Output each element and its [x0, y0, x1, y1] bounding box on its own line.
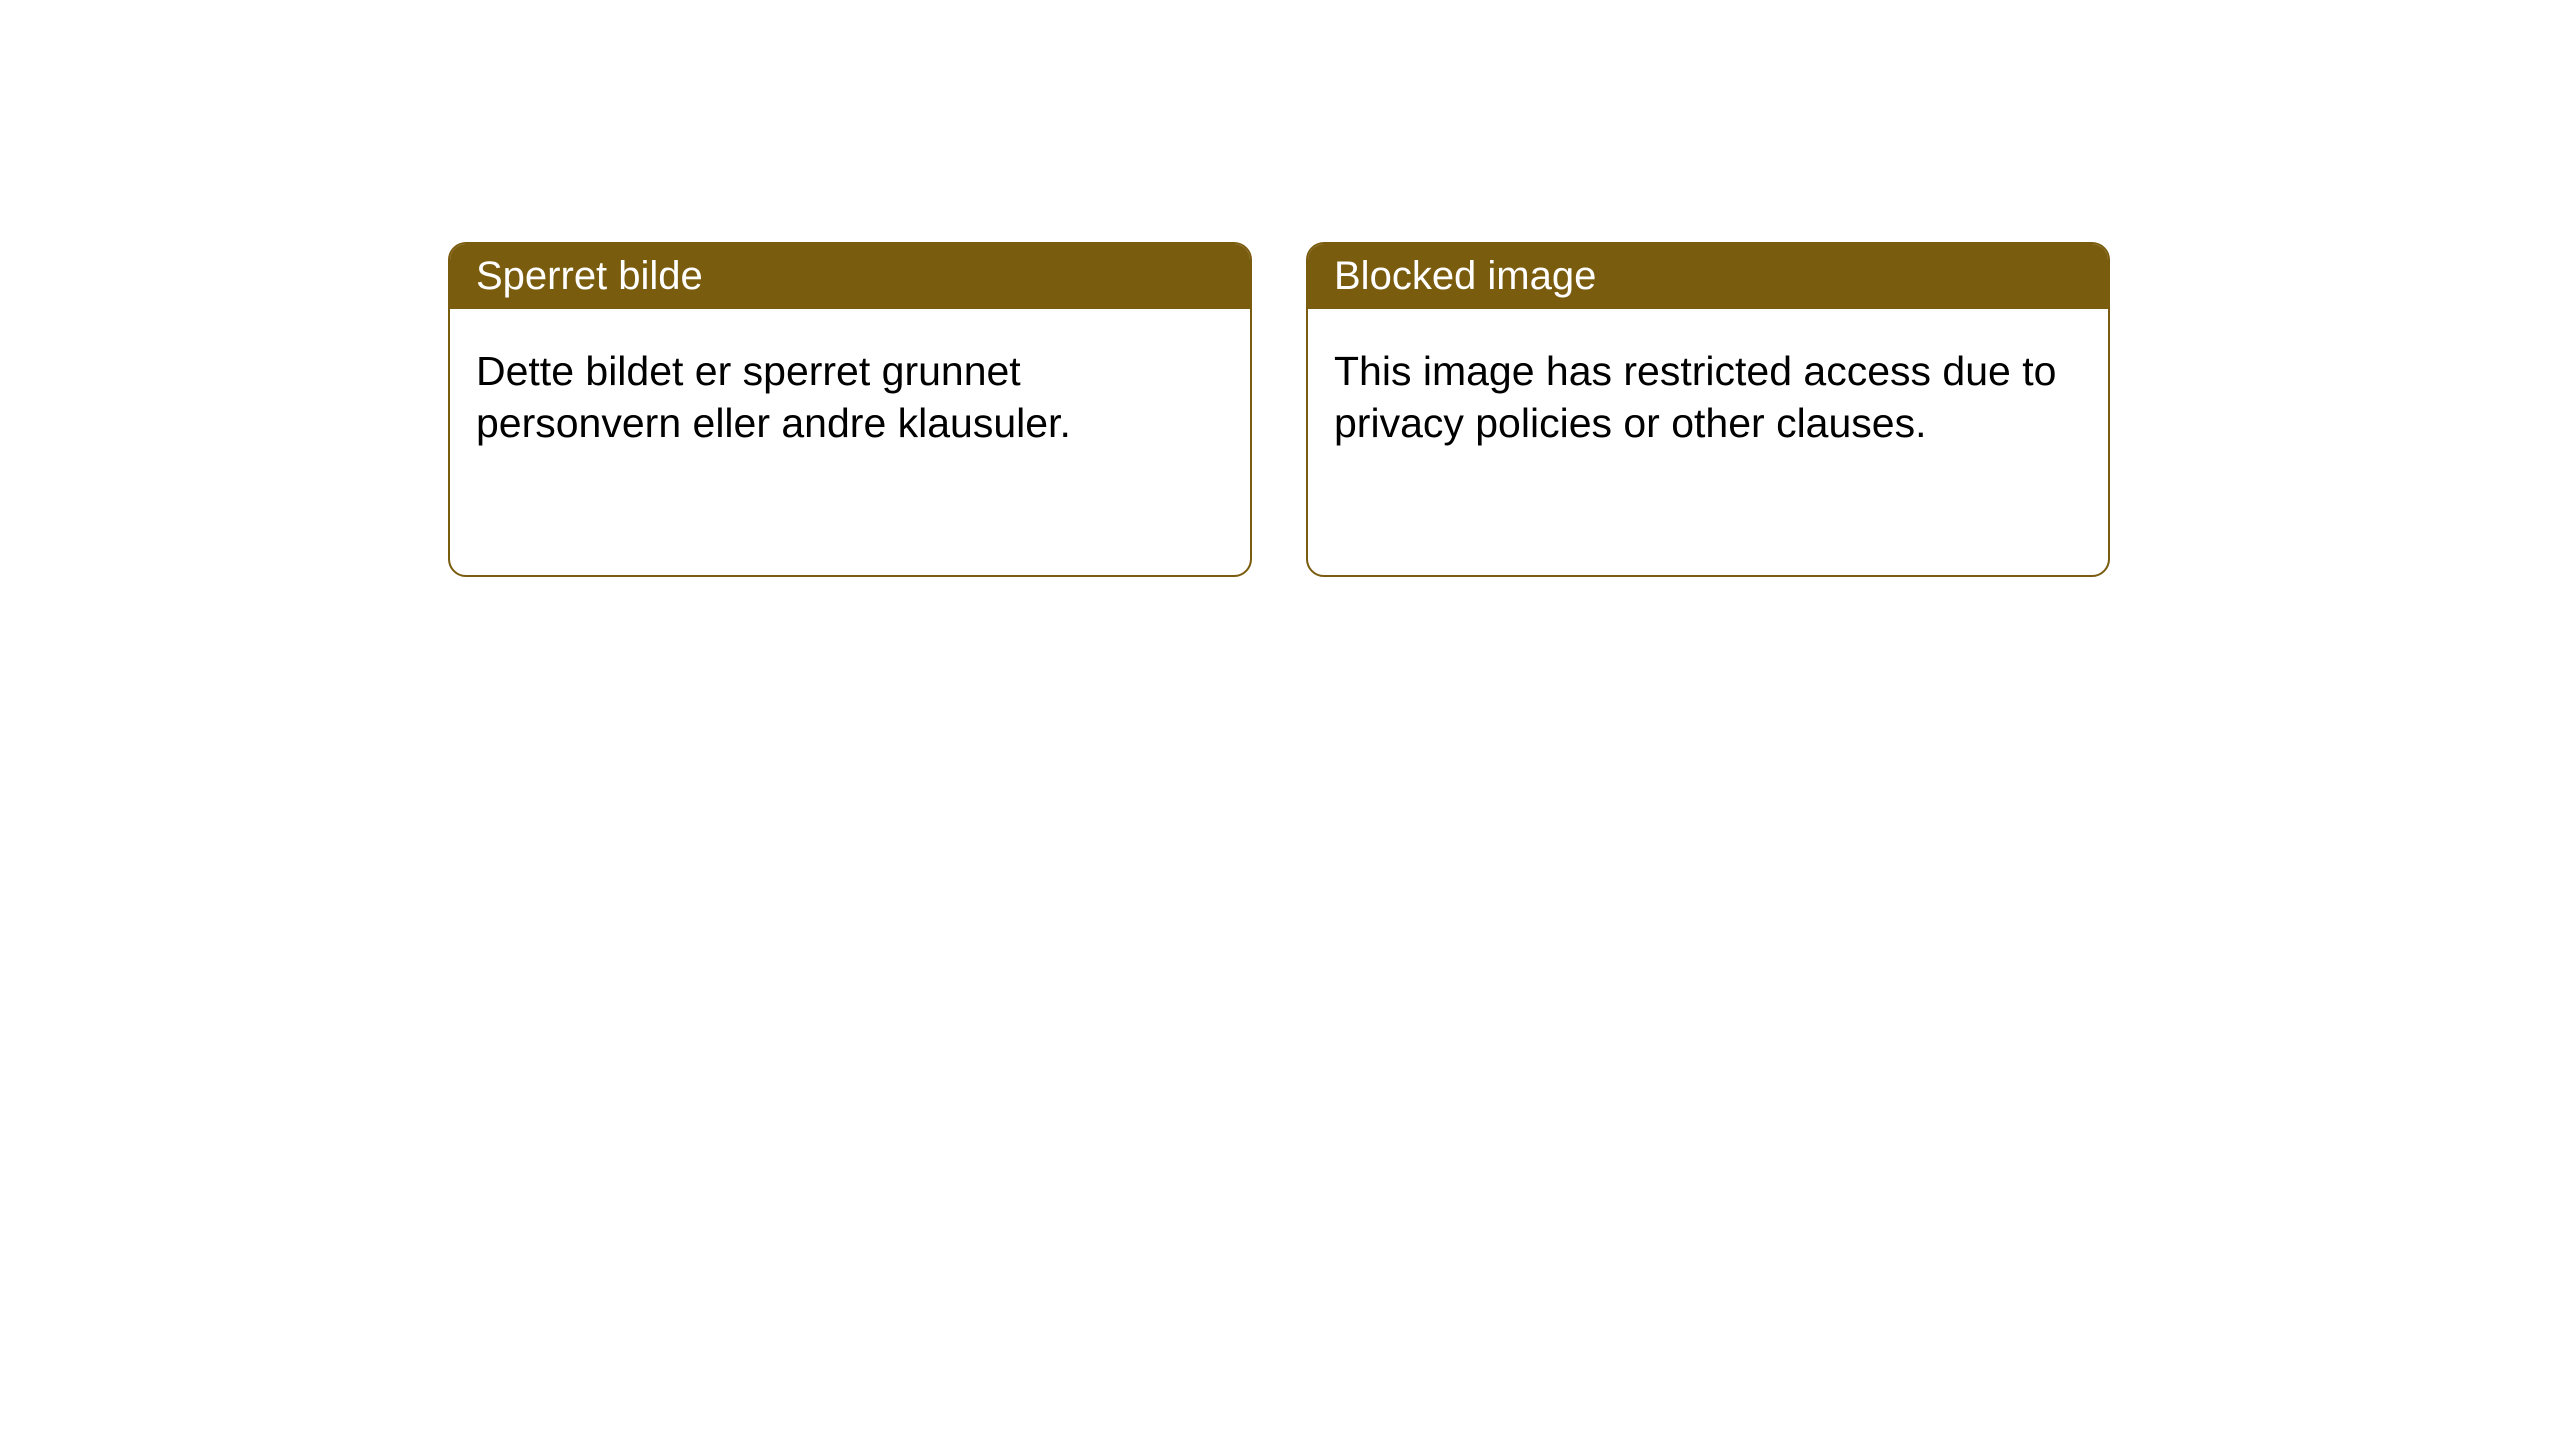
- notice-cards-container: Sperret bilde Dette bildet er sperret gr…: [0, 0, 2560, 577]
- card-title: Sperret bilde: [476, 254, 703, 298]
- notice-card-english: Blocked image This image has restricted …: [1306, 242, 2110, 577]
- card-body-text: Dette bildet er sperret grunnet personve…: [476, 348, 1071, 446]
- card-body-text: This image has restricted access due to …: [1334, 348, 2056, 446]
- notice-card-norwegian: Sperret bilde Dette bildet er sperret gr…: [448, 242, 1252, 577]
- card-body: Dette bildet er sperret grunnet personve…: [450, 309, 1250, 486]
- card-header: Blocked image: [1308, 244, 2108, 309]
- card-body: This image has restricted access due to …: [1308, 309, 2108, 486]
- card-header: Sperret bilde: [450, 244, 1250, 309]
- card-title: Blocked image: [1334, 254, 1596, 298]
